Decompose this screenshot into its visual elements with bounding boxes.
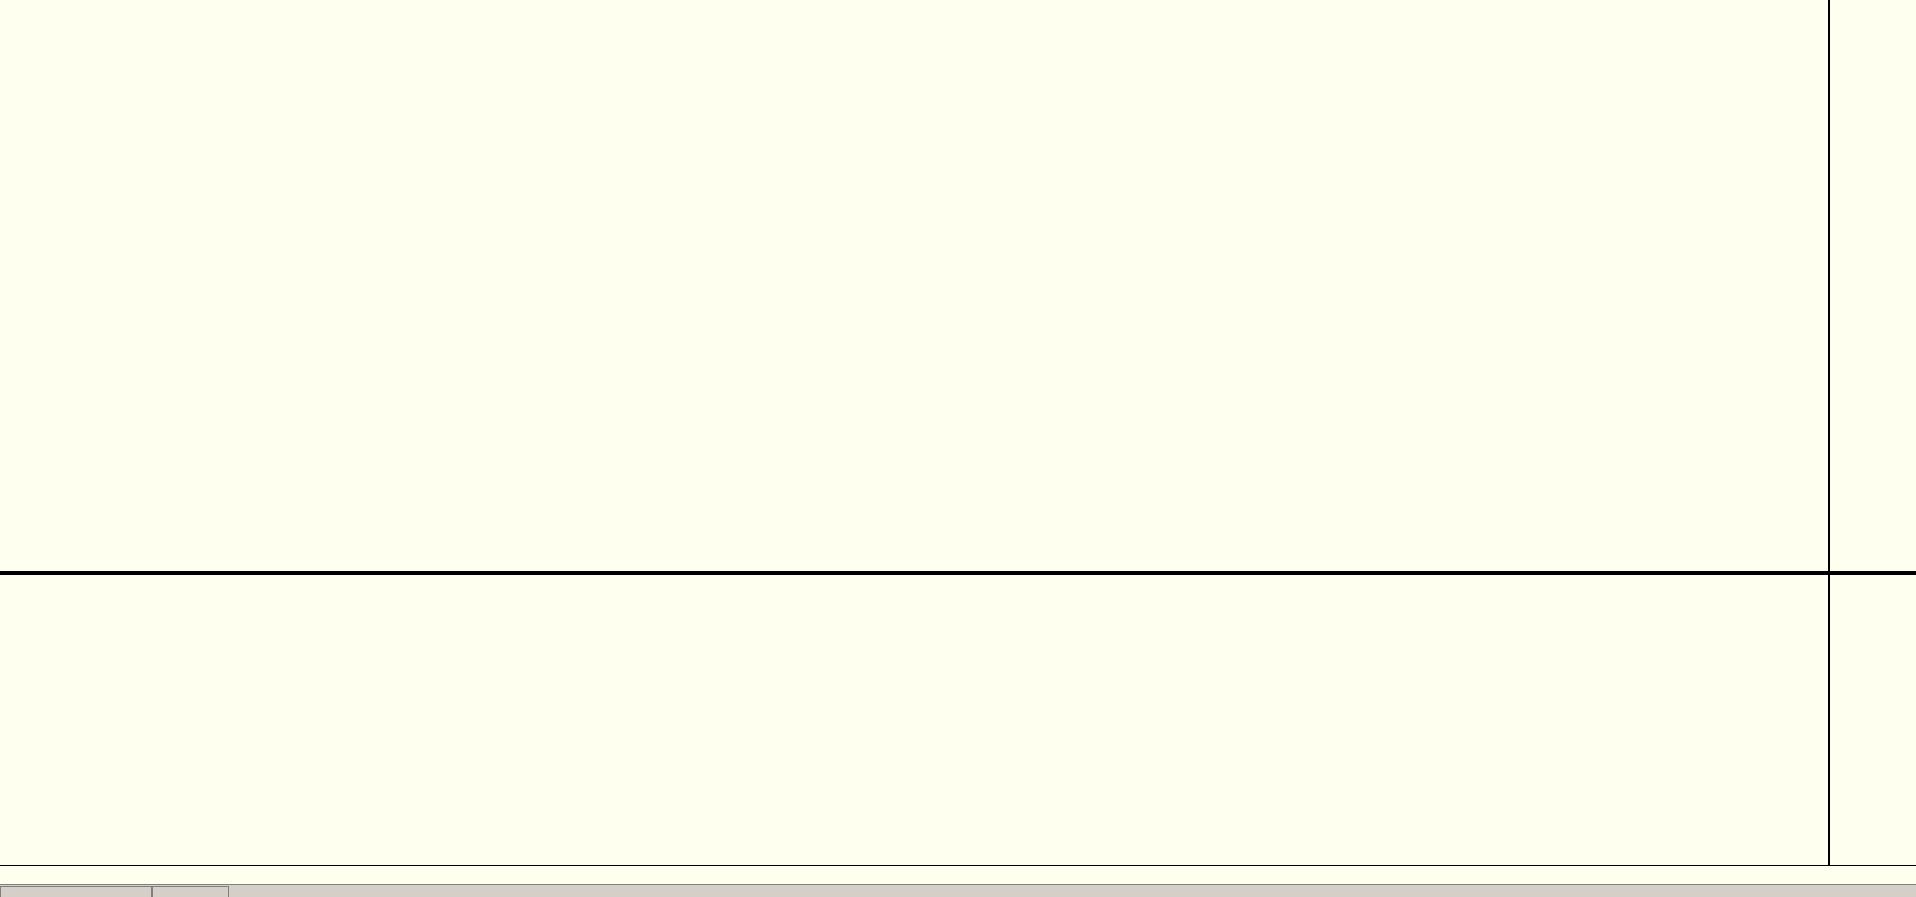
rsi-plot-area[interactable]	[0, 575, 1828, 867]
taskbar-button-1[interactable]	[0, 886, 152, 897]
symbol-title	[2, 1, 5, 13]
rsi-series-layer	[0, 575, 1828, 867]
rsi-axis	[1830, 575, 1916, 867]
taskbar	[0, 884, 1916, 897]
price-plot-area[interactable]	[0, 0, 1828, 572]
pane-separator	[0, 571, 1916, 573]
rsi-axis-divider	[1828, 575, 1830, 867]
price-chart-pane[interactable]	[0, 0, 1916, 572]
rsi-pane[interactable]	[0, 573, 1916, 867]
trendlines-layer	[0, 0, 1828, 572]
taskbar-button-2[interactable]	[152, 886, 229, 897]
price-axis[interactable]	[1830, 0, 1916, 572]
price-axis-divider	[1828, 0, 1830, 572]
